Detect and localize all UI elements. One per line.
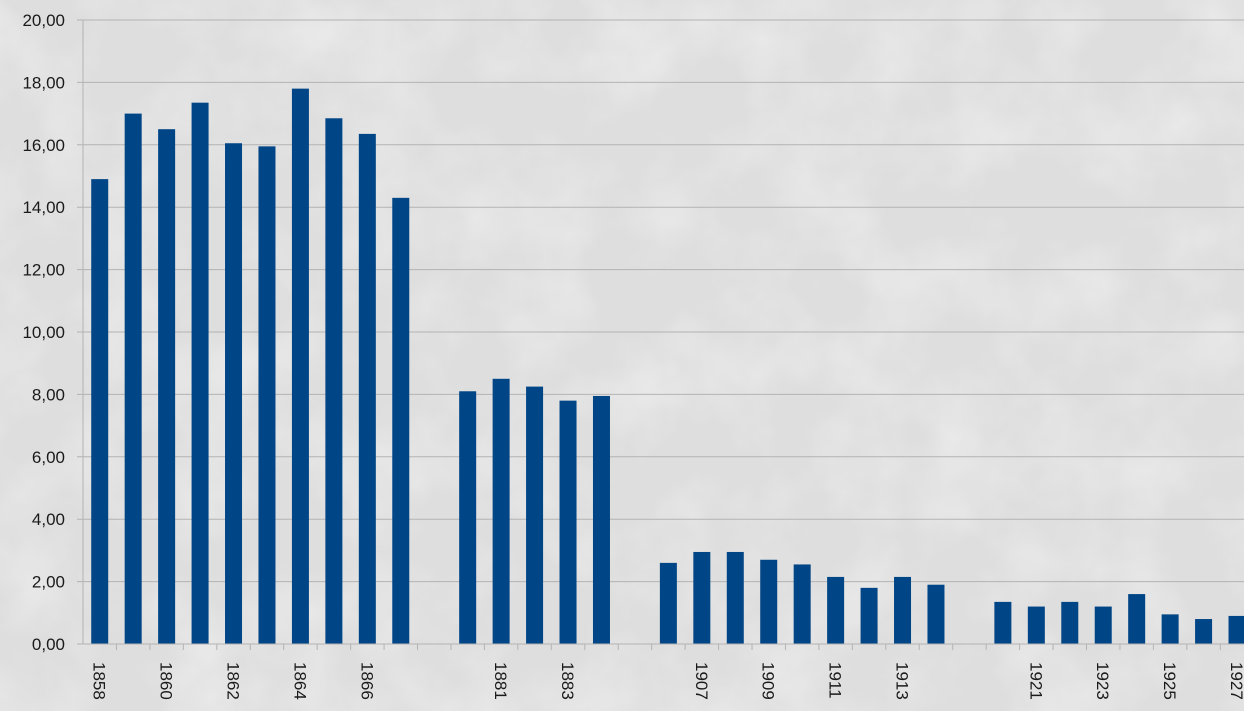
bar: [927, 584, 945, 644]
y-tick-label: 20,00: [22, 11, 65, 30]
bar: [894, 576, 912, 644]
y-tick-label: 0,00: [32, 635, 65, 654]
bar: [91, 179, 109, 644]
bar: [1094, 606, 1112, 644]
y-tick-label: 16,00: [22, 136, 65, 155]
y-tick-label: 14,00: [22, 198, 65, 217]
x-tick-label: 1921: [1026, 662, 1045, 700]
x-tick-label: 1923: [1093, 662, 1112, 700]
bar: [860, 587, 878, 644]
x-tick-label: 1925: [1160, 662, 1179, 700]
bar: [158, 129, 176, 644]
bar: [392, 197, 410, 644]
axes: [77, 20, 1244, 650]
x-tick-label: 1883: [558, 662, 577, 700]
x-tick-label: 1909: [759, 662, 778, 700]
bar: [191, 102, 209, 645]
bar: [225, 143, 243, 645]
bar: [793, 564, 811, 644]
bar: [291, 88, 309, 644]
bar: [124, 113, 142, 645]
bar: [1128, 594, 1146, 644]
y-tick-label: 18,00: [22, 73, 65, 92]
x-tick-label: 1862: [224, 662, 243, 700]
x-tick-label: 1858: [90, 662, 109, 700]
bar: [358, 133, 376, 644]
bars: [91, 88, 1244, 645]
bar: [659, 562, 677, 644]
bar: [1061, 601, 1079, 644]
x-tick-label: 1864: [290, 662, 309, 700]
bar: [1195, 619, 1213, 644]
x-tick-label: 1907: [692, 662, 711, 700]
x-tick-label: 1913: [893, 662, 912, 700]
x-tick-label: 1911: [826, 662, 845, 699]
y-tick-label: 8,00: [32, 385, 65, 404]
bar: [325, 118, 343, 644]
bar: [726, 551, 744, 644]
bar: [492, 378, 510, 644]
bar: [592, 395, 610, 644]
bar: [258, 146, 276, 645]
bar: [526, 386, 544, 644]
bar: [1161, 614, 1179, 644]
x-tick-label: 1866: [357, 662, 376, 700]
x-tick-label: 1860: [157, 662, 176, 700]
y-tick-label: 12,00: [22, 261, 65, 280]
bar: [827, 576, 845, 644]
x-tick-label: 1927: [1227, 662, 1244, 700]
y-axis-ticks: 0,00 2,00 4,00 6,00 8,00 10,00 12,00 14,00 16,00…: [22, 11, 65, 654]
bar: [559, 400, 577, 644]
bar: [1027, 606, 1045, 644]
y-tick-label: 4,00: [32, 510, 65, 529]
bar: [994, 601, 1012, 644]
bar: [760, 559, 778, 644]
x-axis-ticks: 1858 1860 1862 1864 1866 1881 1883 1907 1909 1911…: [90, 662, 1244, 700]
bar: [459, 391, 477, 644]
x-tick-label: 1881: [491, 662, 510, 700]
y-tick-label: 10,00: [22, 323, 65, 342]
bar: [1228, 615, 1244, 644]
bar: [693, 551, 711, 644]
y-tick-label: 6,00: [32, 448, 65, 467]
y-tick-label: 2,00: [32, 573, 65, 592]
